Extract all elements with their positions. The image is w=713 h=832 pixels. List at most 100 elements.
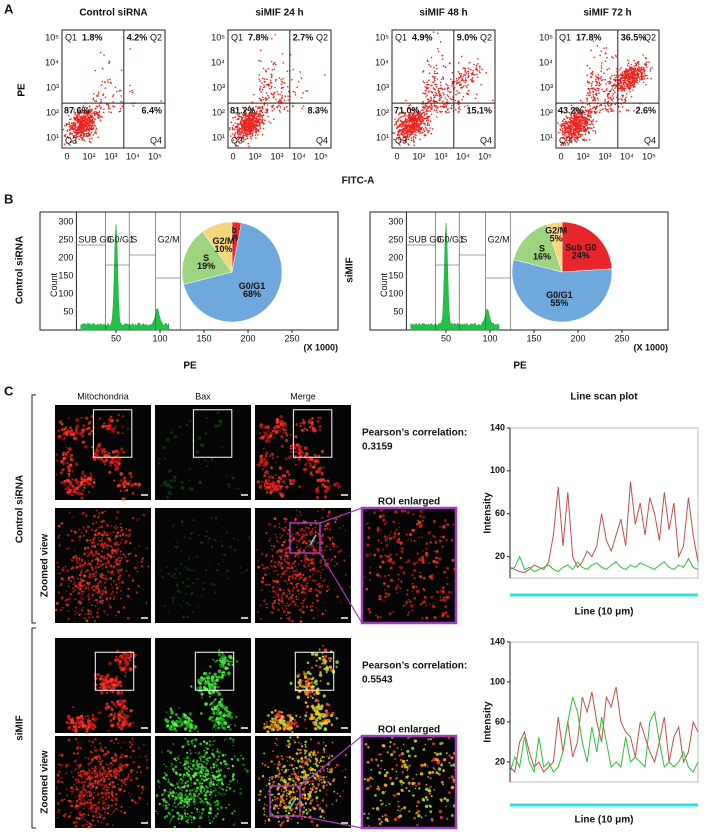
dot	[247, 133, 249, 135]
dot	[463, 67, 466, 70]
signal-dot	[109, 415, 113, 419]
dot	[584, 109, 587, 111]
dot	[119, 110, 122, 113]
dot	[305, 90, 307, 92]
dot	[588, 92, 590, 94]
dot	[441, 88, 444, 91]
dot	[591, 120, 594, 123]
signal-dot	[138, 518, 140, 520]
dot	[410, 115, 412, 118]
quadrant-name: Q4	[644, 135, 656, 145]
dot	[614, 84, 617, 87]
dot	[291, 105, 294, 108]
signal-dot	[179, 604, 182, 607]
signal-dot	[172, 600, 175, 603]
dot	[73, 127, 76, 129]
quadrant-name: Q3	[559, 135, 571, 145]
dot	[267, 94, 269, 97]
signal-dot	[301, 452, 304, 455]
signal-dot	[192, 611, 195, 613]
dot	[415, 128, 418, 131]
dot	[94, 130, 97, 133]
dot	[263, 78, 266, 80]
signal-dot	[174, 576, 177, 579]
signal-dot	[98, 540, 101, 543]
dot	[250, 130, 253, 133]
dot	[411, 117, 414, 119]
dot	[92, 129, 94, 131]
dot	[584, 113, 586, 116]
dot	[591, 80, 594, 83]
dot	[276, 90, 278, 93]
signal-dot	[309, 464, 313, 468]
dot	[557, 122, 559, 124]
dot	[244, 110, 247, 113]
signal-dot	[263, 435, 266, 438]
dot	[560, 123, 563, 125]
dot	[78, 115, 81, 118]
x-tick-label: 10²	[82, 151, 95, 161]
dot	[451, 82, 454, 84]
signal-dot	[78, 573, 82, 577]
dot	[87, 112, 89, 114]
dot	[476, 73, 478, 76]
signal-dot	[202, 587, 205, 591]
signal-dot	[105, 523, 107, 525]
dot	[643, 70, 646, 73]
signal-dot	[286, 485, 289, 488]
signal-dot	[231, 476, 235, 480]
dot	[612, 84, 615, 87]
dot	[435, 116, 438, 118]
dot	[430, 99, 433, 102]
dot	[478, 65, 481, 67]
dot	[472, 73, 475, 75]
signal-dot	[86, 582, 88, 584]
signal-dot	[75, 566, 78, 569]
dot	[420, 131, 422, 133]
signal-dot	[74, 610, 76, 613]
dot	[429, 120, 432, 122]
dot	[610, 78, 612, 80]
signal-dot	[166, 496, 169, 499]
signal-dot	[273, 437, 276, 439]
dot	[420, 109, 423, 111]
signal-dot	[302, 420, 306, 424]
dot	[430, 97, 433, 100]
signal-dot	[95, 553, 98, 555]
y-tick-label: 250	[58, 234, 73, 244]
signal-dot	[184, 566, 186, 568]
dot	[581, 138, 584, 141]
signal-dot	[113, 549, 117, 552]
signal-dot	[90, 475, 93, 478]
signal-dot	[85, 619, 89, 623]
dot	[464, 69, 466, 72]
dot	[621, 84, 623, 87]
dot	[450, 107, 453, 110]
dot	[569, 118, 571, 121]
dot	[422, 70, 425, 72]
dot	[78, 128, 81, 130]
signal-dot	[77, 602, 79, 604]
signal-dot	[72, 489, 77, 494]
dot	[462, 75, 464, 78]
sample-label: siMIF	[345, 257, 356, 283]
dot	[633, 59, 635, 62]
signal-dot	[95, 509, 98, 512]
signal-dot	[167, 490, 171, 495]
signal-dot	[159, 569, 162, 572]
signal-dot	[127, 553, 130, 556]
signal-dot	[97, 553, 100, 556]
slice-label: 5%	[550, 233, 563, 243]
dot	[594, 93, 597, 96]
signal-dot	[284, 457, 288, 461]
y-tick-label: 10²	[212, 107, 225, 117]
dot	[228, 128, 231, 131]
dot	[101, 80, 104, 83]
dot	[254, 119, 257, 122]
dot	[645, 61, 648, 63]
dot	[427, 119, 430, 122]
signal-dot	[72, 590, 75, 593]
x-tick-label: 250	[284, 333, 299, 343]
dot	[444, 110, 447, 113]
dot	[610, 98, 613, 101]
